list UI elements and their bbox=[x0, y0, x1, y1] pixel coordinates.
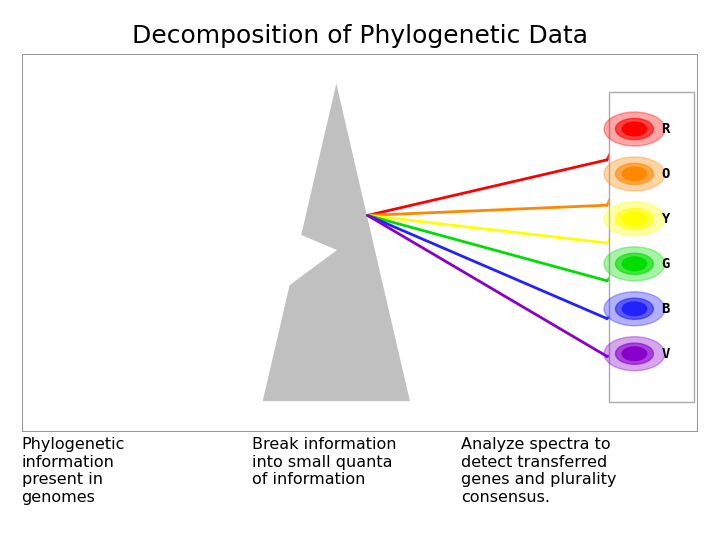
Text: G: G bbox=[662, 257, 670, 271]
Circle shape bbox=[616, 208, 653, 230]
Circle shape bbox=[604, 337, 665, 371]
FancyBboxPatch shape bbox=[609, 92, 693, 402]
Circle shape bbox=[604, 247, 665, 281]
Circle shape bbox=[616, 164, 653, 185]
Text: B: B bbox=[662, 302, 670, 316]
Circle shape bbox=[604, 292, 665, 326]
Circle shape bbox=[622, 302, 647, 315]
Text: Break information
into small quanta
of information: Break information into small quanta of i… bbox=[252, 437, 397, 487]
Circle shape bbox=[604, 112, 665, 146]
Circle shape bbox=[622, 347, 647, 361]
Circle shape bbox=[616, 118, 653, 139]
Text: Y: Y bbox=[662, 212, 670, 226]
Text: Analyze spectra to
detect transferred
genes and plurality
consensus.: Analyze spectra to detect transferred ge… bbox=[461, 437, 616, 504]
Circle shape bbox=[616, 253, 653, 274]
Circle shape bbox=[616, 343, 653, 364]
Text: Phylogenetic
information
present in
genomes: Phylogenetic information present in geno… bbox=[22, 437, 125, 504]
Circle shape bbox=[622, 167, 647, 181]
Text: V: V bbox=[662, 347, 670, 361]
Circle shape bbox=[622, 257, 647, 271]
Circle shape bbox=[604, 202, 665, 236]
Polygon shape bbox=[262, 80, 410, 402]
Text: O: O bbox=[662, 167, 670, 181]
Circle shape bbox=[616, 298, 653, 319]
Circle shape bbox=[622, 212, 647, 226]
Circle shape bbox=[604, 157, 665, 191]
Polygon shape bbox=[1, 232, 337, 466]
Text: Decomposition of Phylogenetic Data: Decomposition of Phylogenetic Data bbox=[132, 24, 588, 48]
Circle shape bbox=[622, 122, 647, 136]
Text: R: R bbox=[662, 122, 670, 136]
